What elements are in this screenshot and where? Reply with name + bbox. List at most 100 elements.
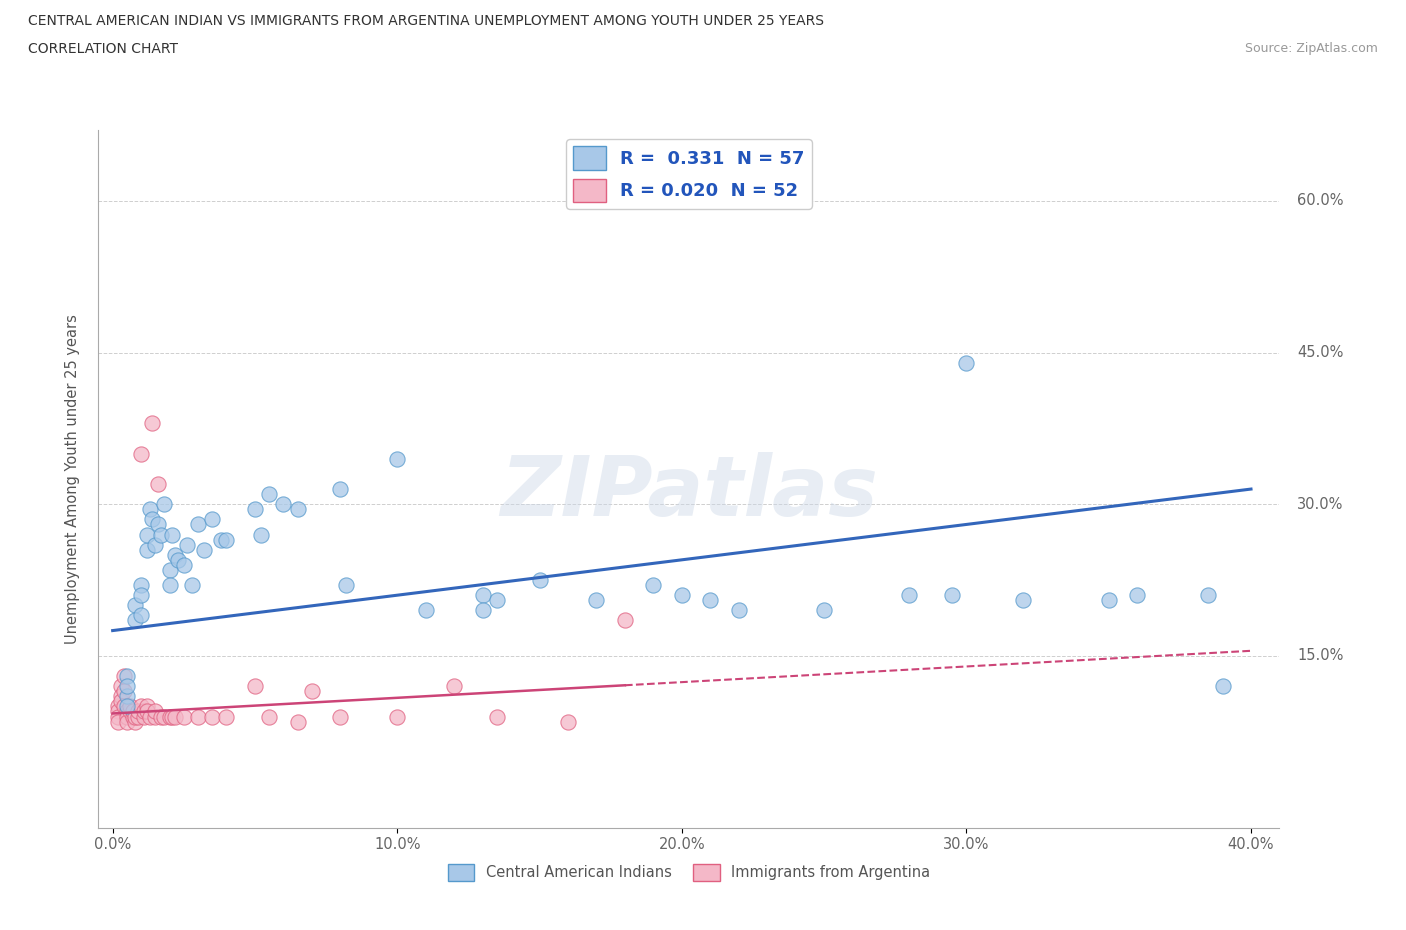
Point (1212, 679, 1234, 694)
Point (173, 709, 195, 724)
Point (135, 527, 157, 542)
Point (387, 709, 409, 724)
Point (813, 603, 835, 618)
Text: 15.0%: 15.0% (1298, 648, 1344, 663)
Point (165, 548, 187, 563)
Point (129, 446, 152, 461)
Point (127, 704, 149, 719)
Point (1126, 588, 1149, 603)
Point (121, 704, 143, 719)
Point (135, 704, 157, 719)
Point (107, 699, 129, 714)
Point (529, 573, 551, 588)
Point (1197, 588, 1219, 603)
Point (115, 704, 138, 719)
Point (118, 699, 141, 714)
Point (141, 512, 163, 526)
Point (141, 416, 163, 431)
Point (148, 476, 170, 491)
Y-axis label: Unemployment Among Youth under 25 years: Unemployment Among Youth under 25 years (65, 314, 80, 644)
Text: 60.0%: 60.0% (1298, 193, 1344, 208)
Point (585, 592, 607, 607)
Point (209, 532, 232, 547)
Point (115, 709, 138, 724)
Point (143, 709, 166, 724)
Point (898, 588, 921, 603)
Point (181, 578, 204, 592)
Point (201, 512, 224, 526)
Point (112, 669, 135, 684)
Point (107, 704, 129, 719)
Point (129, 578, 152, 592)
Point (115, 679, 138, 694)
Point (129, 699, 152, 714)
Point (124, 598, 146, 613)
Point (1012, 592, 1035, 607)
Point (118, 704, 141, 719)
Point (110, 689, 132, 704)
Point (165, 709, 187, 724)
Point (257, 486, 280, 501)
Text: CORRELATION CHART: CORRELATION CHART (28, 42, 179, 56)
Point (485, 709, 508, 724)
Point (107, 714, 129, 729)
Point (110, 694, 132, 709)
Point (643, 578, 665, 592)
Point (187, 709, 209, 724)
Text: 30.0%: 30.0% (1298, 497, 1344, 512)
Point (387, 451, 409, 466)
Point (107, 709, 129, 724)
Point (329, 709, 352, 724)
Point (162, 709, 184, 724)
Point (415, 603, 437, 618)
Point (124, 714, 146, 729)
Point (471, 588, 494, 603)
Point (176, 538, 198, 552)
Point (329, 482, 352, 497)
Point (941, 588, 963, 603)
Point (471, 603, 494, 618)
Point (115, 689, 138, 704)
Point (132, 704, 155, 719)
Point (273, 497, 295, 512)
Point (335, 578, 357, 592)
Point (129, 588, 152, 603)
Point (115, 669, 138, 684)
Point (249, 527, 271, 542)
Point (215, 532, 238, 547)
Point (671, 588, 693, 603)
Text: 45.0%: 45.0% (1298, 345, 1344, 360)
Point (485, 592, 508, 607)
Point (727, 603, 749, 618)
Point (1098, 592, 1121, 607)
Point (162, 527, 184, 542)
Point (187, 517, 209, 532)
Point (150, 709, 173, 724)
Point (135, 699, 157, 714)
Point (153, 497, 176, 512)
Point (557, 714, 579, 729)
Point (138, 502, 160, 517)
Point (132, 709, 155, 724)
Point (243, 502, 266, 517)
Point (121, 709, 143, 724)
Point (159, 709, 181, 724)
Point (167, 552, 190, 567)
Point (129, 608, 152, 623)
Point (138, 709, 160, 724)
Point (148, 517, 170, 532)
Legend: Central American Indians, Immigrants from Argentina: Central American Indians, Immigrants fro… (441, 858, 936, 886)
Point (287, 502, 309, 517)
Point (443, 679, 465, 694)
Point (257, 709, 280, 724)
Point (201, 709, 224, 724)
Point (127, 709, 149, 724)
Point (955, 355, 977, 370)
Point (153, 709, 176, 724)
Text: CENTRAL AMERICAN INDIAN VS IMMIGRANTS FROM ARGENTINA UNEMPLOYMENT AMONG YOUTH UN: CENTRAL AMERICAN INDIAN VS IMMIGRANTS FR… (28, 14, 824, 28)
Point (112, 699, 135, 714)
Text: ZIPatlas: ZIPatlas (501, 452, 877, 534)
Point (159, 563, 181, 578)
Point (124, 709, 146, 724)
Point (112, 684, 135, 698)
